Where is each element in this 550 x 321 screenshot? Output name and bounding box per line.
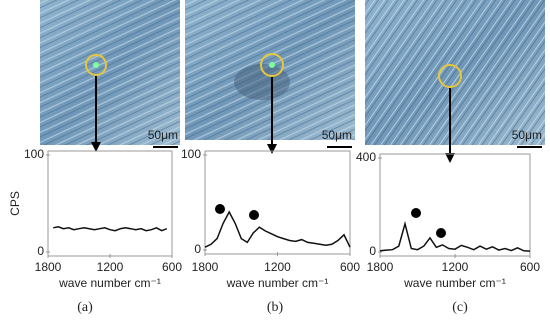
y-tick-label: 0 [369,244,376,258]
spot-b [260,53,284,77]
scale-label: 50μm [512,128,542,142]
micrographs [40,0,545,163]
x-tick-label: 1800 [192,260,219,274]
x-tick-label: 600 [162,260,182,274]
y-tick-label: 0 [37,244,44,258]
x-tick-label: 1200 [264,260,291,274]
spectrum-line [53,226,168,232]
scale-label: 50μm [322,128,352,142]
y-tick-label: 400 [356,150,376,164]
spectrum-line [379,220,531,252]
x-tick-label: 1200 [97,260,124,274]
x-axis-label: wave number cm⁻¹ [58,276,161,290]
x-axis-label: wave number cm⁻¹ [403,276,506,290]
spot-c [438,64,462,88]
plot-frame [204,150,351,255]
x-tick-label: 1800 [35,260,62,274]
y-tick-label: 100 [24,147,44,161]
x-tick-label: 600 [340,260,360,274]
x-tick-label: 1200 [442,260,469,274]
laser-b [269,62,275,68]
spectrum-line [204,210,351,248]
y-axis-label: CPS [8,191,22,216]
panel-label: (c) [452,300,468,315]
x-tick-label: 600 [520,260,540,274]
peak-markers [215,204,446,238]
spot-a [85,54,107,76]
stain [234,64,290,100]
y-tick-label: 100 [181,147,201,161]
image-c-texture [365,0,545,145]
arrow-heads [91,142,455,163]
image-a-texture [40,0,180,145]
x-axis-label: wave number cm⁻¹ [226,276,329,290]
arrows [95,76,451,155]
panel-label: (b) [267,300,284,315]
scale-label: 50μm [148,128,178,142]
plot-frame [47,150,173,257]
y-tick-label: 0 [194,242,201,256]
laser-a [93,62,99,68]
panel-label: (a) [77,300,93,315]
x-tick-label: 1800 [367,260,394,274]
plot-frame [379,153,531,257]
